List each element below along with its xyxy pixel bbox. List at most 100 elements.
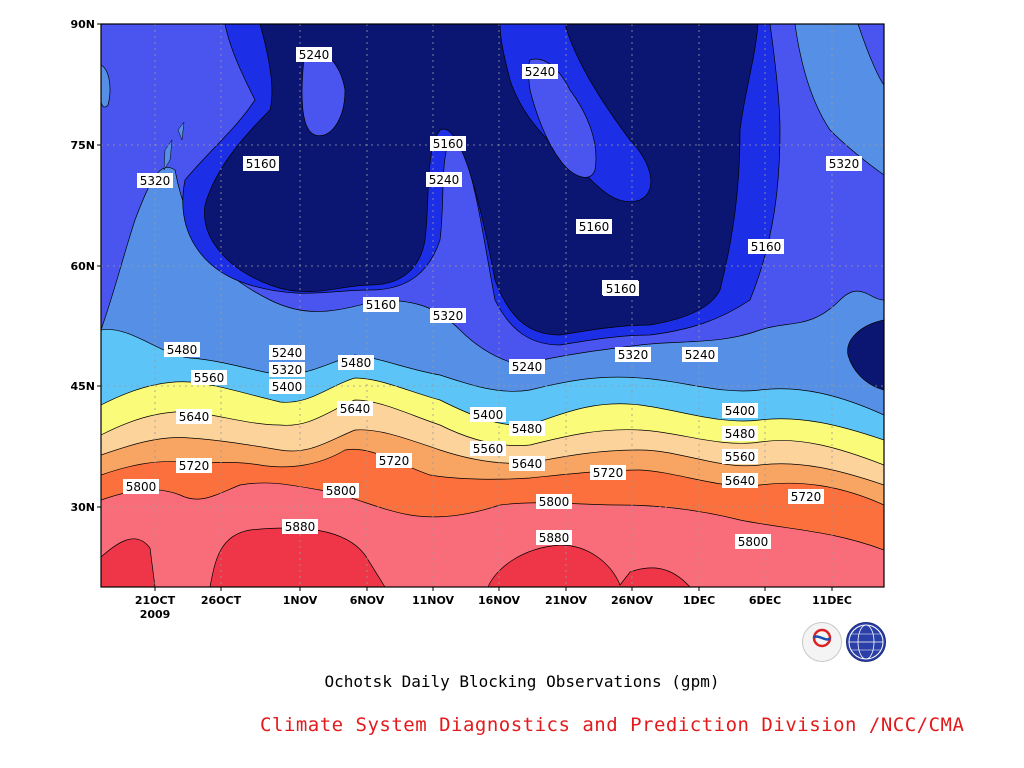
contour-label-bg [363,297,399,312]
contour-label: 5480 [338,355,374,370]
bcc-emblem-icon [812,628,832,648]
contour-label-text: 5320 [829,157,860,171]
y-tick-label: 75N [70,139,95,152]
contour-label-bg [509,421,545,436]
contour-label-bg [590,465,626,480]
contour-label-text: 5800 [326,484,357,498]
contour-label: 5800 [536,494,572,509]
contour-label: 5160 [748,239,784,254]
contour-label-bg [826,156,862,171]
contour-label-bg [722,473,758,488]
contour-label-text: 5720 [593,466,624,480]
contour-label-bg [164,342,200,357]
contour-label-text: 5160 [606,282,637,296]
x-tick-label: 11NOV [412,594,455,607]
band-sliver [163,121,185,171]
contour-label: 5320 [269,362,305,377]
contour-label: 5880 [536,530,572,545]
contour-label-bg [430,308,466,323]
contour-label: 5560 [191,370,227,385]
contour-label-bg [426,172,462,187]
plot-frame [100,23,885,588]
chart-svg: 90N 75N 60N 45N 30N 21OCT 26OCT 1NOV 6NOV 11NOV 1… [70,18,885,621]
contour-label-text: 5400 [725,404,756,418]
contour-label-text: 5240 [512,360,543,374]
contour-labels: 5240 5240 5160 5240 5160 5320 5160 5160 5160 5320… [123,47,862,549]
contour-label-text: 5160 [579,220,610,234]
ncc-logo: NCC [846,622,916,662]
contour-label: 5240 [522,64,558,79]
x-year-label: 2009 [140,608,171,621]
contour-label-text: 5240 [685,348,716,362]
contour-label-text: 5720 [379,454,410,468]
contour-label-bg [176,409,212,424]
contour-label: 5400 [722,403,758,418]
contour-label-bg [269,379,305,394]
contour-label-bg [603,281,639,296]
contour-label-text: 5240 [429,173,460,187]
contour-label-bg [376,453,412,468]
contour-label-text: 5720 [179,459,210,473]
contour-label-text: 5800 [539,495,570,509]
x-tick-label: 21NOV [545,594,588,607]
contour-label-text: 5560 [725,450,756,464]
contour-label-bg [282,519,318,534]
contour-label: 5400 [269,379,305,394]
contour-label-text: 5240 [299,48,330,62]
credit-line: Climate System Diagnostics and Predictio… [260,714,965,736]
contour-label-bg [509,359,545,374]
contour-label: 5320 [615,347,651,362]
contour-label-bg [509,456,545,471]
ncc-logo-text: NCC [892,637,916,648]
contour-label: 5560 [470,441,506,456]
contour-label-text: 5720 [791,490,822,504]
band-island-5240-b [528,58,597,178]
contour-label-bg [430,136,466,151]
contour-label-text: 5160 [246,157,277,171]
contour-label: 5240 [269,345,305,360]
contour-label: 5720 [176,458,212,473]
contour-label-text: 5480 [341,356,372,370]
bcc-logo: BCC [802,622,869,662]
x-tick-label: 11DEC [812,594,852,607]
contour-label-bg [243,156,279,171]
contour-label: 5400 [470,407,506,422]
contour-label-text: 5640 [340,402,371,416]
contour-label-bg [269,362,305,377]
globe-icon [848,624,884,660]
contour-label-text: 5400 [272,380,303,394]
band-island-lt5160-c [847,319,884,391]
contour-label-text: 5400 [473,408,504,422]
x-tick-label: 1DEC [683,594,715,607]
contour-label-bg [722,403,758,418]
contour-label: 5160 [603,281,639,296]
contour-label: 5720 [788,489,824,504]
contour-label-bg [788,489,824,504]
contour-label: 5240 [426,172,462,187]
contour-label-bg [615,347,651,362]
x-axis: 21OCT 26OCT 1NOV 6NOV 11NOV 16NOV 21NOV 26NOV 1D… [135,587,852,621]
contour-label-text: 5480 [512,422,543,436]
contour-label-bg [722,449,758,464]
contour-label-bg [296,47,332,62]
contour-label-bg [536,530,572,545]
contour-label-text: 5320 [618,348,649,362]
contour-label-text: 5640 [179,410,210,424]
contour-label-text: 5560 [473,442,504,456]
y-tick-label: 60N [70,260,95,273]
contour-label-text: 5880 [539,531,570,545]
y-tick-label: 90N [70,18,95,31]
y-axis: 90N 75N 60N 45N 30N [70,18,101,514]
contour-label-bg [536,494,572,509]
contour-label: 5640 [337,401,373,416]
contour-label-bg [338,355,374,370]
contour-label: 5160 [363,297,399,312]
contour-label-text: 5160 [366,298,397,312]
contour-label-bg [576,219,612,234]
chart-caption: Ochotsk Daily Blocking Observations (gpm… [324,672,720,691]
contour-label-text: 5560 [194,371,225,385]
contour-label: 5640 [176,409,212,424]
band-island-5320-c [794,24,884,176]
y-tick-label: 30N [70,501,95,514]
x-tick-label: 6NOV [350,594,385,607]
